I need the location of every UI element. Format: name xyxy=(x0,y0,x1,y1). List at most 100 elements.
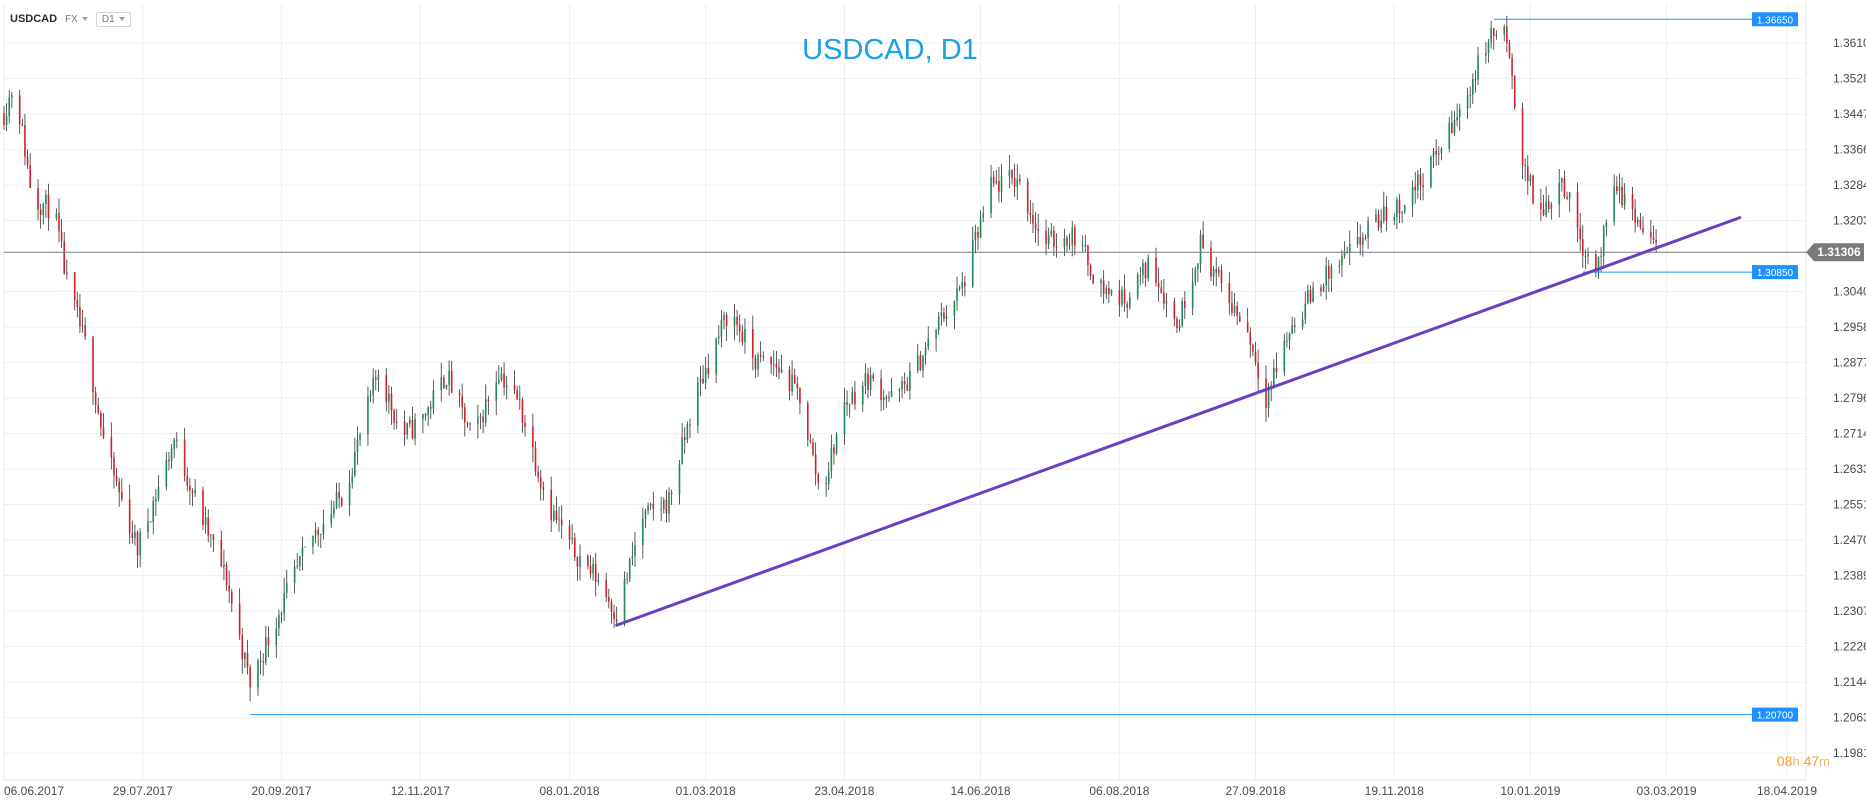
candle-body xyxy=(1118,290,1121,305)
candle-body xyxy=(1283,341,1286,373)
candle-body xyxy=(901,381,903,390)
candle-body xyxy=(278,615,280,629)
candle-body xyxy=(173,439,175,449)
price-tick-label: 1.35289 xyxy=(1833,72,1866,86)
candle-body xyxy=(587,555,589,566)
price-tick-label: 1.27961 xyxy=(1833,391,1866,405)
price-axis[interactable]: 1.36103 1.35289 1.34474 1.33660 1.32846 1.320… xyxy=(1806,36,1866,760)
candle-body xyxy=(1521,107,1524,166)
candle-body xyxy=(1602,227,1605,257)
candle-body xyxy=(1220,269,1223,284)
candle-body xyxy=(1453,120,1456,134)
candle-body xyxy=(660,508,662,510)
candle-body xyxy=(539,477,542,487)
candle-body xyxy=(699,378,702,383)
candle-body xyxy=(1084,245,1087,247)
candle-body xyxy=(903,381,906,385)
trendline[interactable] xyxy=(615,216,1742,627)
candle-body xyxy=(1139,274,1142,276)
level-tag[interactable] xyxy=(1752,265,1798,280)
candle-body xyxy=(634,545,636,557)
time-tick-label: 20.09.2017 xyxy=(251,784,311,798)
candle-body xyxy=(429,407,432,409)
price-tick-label: 1.23890 xyxy=(1833,569,1866,583)
candle-body xyxy=(131,533,134,539)
candle-body xyxy=(79,307,81,327)
candle-body xyxy=(1511,57,1513,76)
candle-body xyxy=(1100,280,1102,283)
candle-body xyxy=(1019,179,1021,182)
candle-body xyxy=(631,556,634,559)
candle-body xyxy=(147,521,149,533)
candle-body xyxy=(1563,178,1566,197)
candle-body xyxy=(704,368,707,384)
candle-body xyxy=(956,288,958,301)
candle-body xyxy=(1469,95,1472,97)
candle-body xyxy=(296,566,299,568)
candle-body xyxy=(1011,170,1013,179)
candle-body xyxy=(24,125,26,157)
candle-body xyxy=(1367,221,1369,238)
trendline-group[interactable] xyxy=(615,216,1742,627)
candle-body xyxy=(958,287,961,289)
candle-body xyxy=(744,329,746,343)
interval-dropdown[interactable]: D1 xyxy=(95,11,131,27)
level-tag[interactable] xyxy=(1752,12,1798,27)
candle-body xyxy=(461,395,463,408)
candle-body xyxy=(1655,239,1657,243)
candle-body xyxy=(817,474,820,483)
candle-body xyxy=(979,217,982,238)
candle-body xyxy=(1508,42,1511,58)
candle-body xyxy=(319,534,322,536)
candle-body xyxy=(833,447,835,454)
time-axis[interactable]: 06.06.2017 29.07.2017 20.09.2017 12.11.2017… xyxy=(4,784,1817,798)
candle-body xyxy=(348,482,351,506)
candle-body xyxy=(772,364,775,366)
market-dropdown[interactable]: FX xyxy=(65,14,88,25)
time-tick-label: 06.06.2017 xyxy=(4,784,64,798)
candle-body xyxy=(686,424,689,441)
candle-body xyxy=(97,405,100,414)
symbol-label[interactable]: USDCAD xyxy=(10,13,58,25)
level-tag[interactable] xyxy=(1752,707,1798,722)
candle-body xyxy=(678,464,681,495)
candle-body xyxy=(1605,222,1608,228)
candle-body xyxy=(937,316,940,331)
candle-body xyxy=(778,367,780,373)
candle-body xyxy=(314,529,317,536)
candle-body xyxy=(1105,288,1108,294)
candle-body xyxy=(1199,234,1202,265)
current-price-tag xyxy=(1806,243,1864,262)
time-tick-label: 08.01.2018 xyxy=(540,784,600,798)
candle-body xyxy=(518,399,521,401)
price-tick-label: 1.28775 xyxy=(1833,356,1866,370)
candle-body xyxy=(1448,122,1451,149)
candle-body xyxy=(262,661,265,663)
candle-body xyxy=(809,440,812,443)
candle-body xyxy=(872,375,875,379)
candle-body xyxy=(1456,117,1458,121)
candle-body xyxy=(1503,26,1506,35)
candle-body xyxy=(330,514,333,524)
candle-body xyxy=(1338,265,1341,267)
candle-body xyxy=(521,399,524,423)
candle-body xyxy=(1047,234,1050,245)
candle-body xyxy=(115,475,118,482)
candle-body xyxy=(1621,186,1623,206)
candle-body xyxy=(1343,251,1346,256)
candle-body xyxy=(58,212,60,232)
candle-body xyxy=(1089,265,1092,276)
candle-body xyxy=(18,95,21,125)
candle-body xyxy=(943,312,945,319)
candle-body xyxy=(610,601,613,612)
candle-body xyxy=(720,320,723,337)
candle-body xyxy=(204,517,207,526)
candle-countdown: 08h 47m xyxy=(1777,753,1830,769)
candle-body xyxy=(322,523,325,535)
candle-body xyxy=(45,194,47,205)
candle-body xyxy=(613,611,615,620)
chevron-down-icon xyxy=(118,17,125,21)
candle-body xyxy=(424,414,427,416)
candle-body xyxy=(628,558,631,579)
